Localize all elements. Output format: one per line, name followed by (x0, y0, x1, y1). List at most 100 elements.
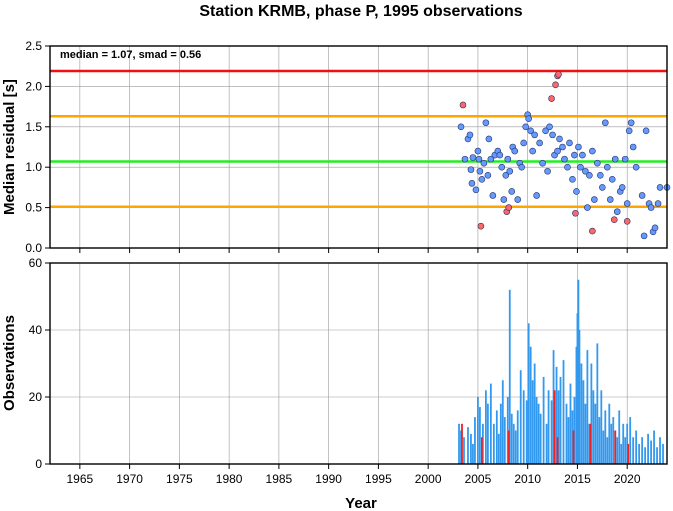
observation-bar (497, 433, 500, 464)
observation-bar (525, 400, 528, 464)
observation-bar (477, 397, 479, 464)
observation-bar (562, 360, 565, 464)
observation-bar (626, 423, 629, 464)
outlier-point (552, 81, 559, 89)
bottom-y-axis-label: Observations (1, 315, 18, 411)
residual-point (457, 123, 465, 131)
observation-bar (656, 447, 658, 464)
residual-point (571, 151, 578, 159)
residual-point (556, 135, 563, 143)
top-y-tick-label: 1.0 (25, 160, 42, 174)
top-y-tick-label: 1.5 (25, 120, 42, 134)
outlier-point (589, 227, 596, 235)
residual-point (520, 139, 527, 147)
x-tick-label: 2015 (564, 472, 591, 486)
residual-point (554, 147, 561, 155)
outlier-observation-bar (572, 430, 575, 464)
outlier-observation-bar (553, 390, 556, 464)
observation-bar (577, 279, 580, 464)
residual-point (469, 154, 477, 161)
residual-point (579, 151, 586, 159)
observation-bar (531, 380, 534, 464)
observation-bar (474, 417, 476, 464)
observation-bar (533, 363, 536, 464)
observation-bar (506, 397, 509, 464)
observation-bar (486, 403, 489, 464)
residual-point (475, 155, 483, 163)
observation-bar (484, 390, 487, 464)
x-tick-label: 1990 (315, 472, 342, 486)
observation-bar (638, 443, 641, 464)
residual-point (582, 167, 589, 175)
residual-point (468, 180, 476, 187)
observation-bar (620, 443, 623, 464)
residual-point (549, 131, 556, 139)
residual-point (539, 159, 546, 167)
observation-bar (529, 346, 532, 464)
residual-point (601, 119, 609, 127)
observation-bar (481, 423, 484, 464)
outlier-point (610, 216, 618, 224)
residual-point (544, 167, 551, 175)
bottom-y-tick-label: 40 (29, 323, 43, 337)
observation-bar (608, 403, 611, 464)
observations-panel: 0 20 40 60 1965 1970 1975 1980 1985 1990 1995 2000… (1, 256, 668, 511)
outlier-point (555, 70, 562, 78)
residual-point (642, 127, 650, 135)
observation-bar (616, 437, 619, 464)
observation-bar (565, 403, 568, 464)
residual-point (522, 123, 529, 131)
observation-bar (662, 443, 664, 464)
residual-point (533, 192, 540, 199)
observation-bar (535, 397, 538, 464)
bottom-y-tick-label: 0 (35, 457, 42, 471)
x-tick-label: 1995 (365, 472, 392, 486)
observation-bar (578, 330, 581, 464)
observation-bar (653, 430, 655, 464)
outlier-point (477, 222, 485, 230)
x-tick-label: 1985 (266, 472, 293, 486)
residual-point (536, 139, 543, 147)
residual-point (514, 196, 522, 203)
observation-bar (557, 390, 560, 464)
residual-point (623, 200, 631, 207)
observation-bar (514, 430, 517, 464)
observation-bar (622, 423, 625, 464)
residual-point (594, 159, 601, 167)
residual-point (482, 119, 490, 127)
residual-point (467, 166, 475, 173)
observation-bar (512, 423, 515, 464)
residual-point (638, 192, 646, 199)
observation-bar (588, 423, 591, 464)
observation-bar (594, 403, 597, 464)
residual-point (575, 143, 582, 151)
observation-bar (458, 423, 460, 464)
top-y-tick-label: 0.0 (25, 241, 42, 255)
residual-point (559, 143, 566, 151)
observation-bar (632, 437, 635, 464)
residual-point (476, 167, 484, 175)
observation-bar (586, 350, 589, 464)
residual-point (589, 147, 596, 155)
outlier-observation-bar (614, 430, 617, 464)
observation-bar (559, 376, 562, 464)
observation-bar (569, 383, 572, 464)
residual-point (625, 127, 633, 135)
observation-bar (499, 403, 502, 464)
residual-point (489, 192, 497, 199)
observation-bar (519, 370, 522, 464)
residual-point (511, 147, 519, 155)
residual-point (502, 171, 510, 179)
residual-point (485, 135, 493, 143)
outlier-observation-bar (461, 423, 463, 464)
observation-bar (550, 400, 553, 464)
observation-bar (604, 410, 607, 464)
residual-point (629, 143, 637, 151)
residual-point (632, 163, 640, 171)
outlier-point (505, 204, 513, 211)
outlier-observation-bar (507, 430, 510, 464)
observation-bar (635, 430, 638, 464)
observation-bar (612, 417, 615, 464)
bottom-y-tick-label: 20 (29, 390, 43, 404)
observation-bar (460, 430, 462, 464)
